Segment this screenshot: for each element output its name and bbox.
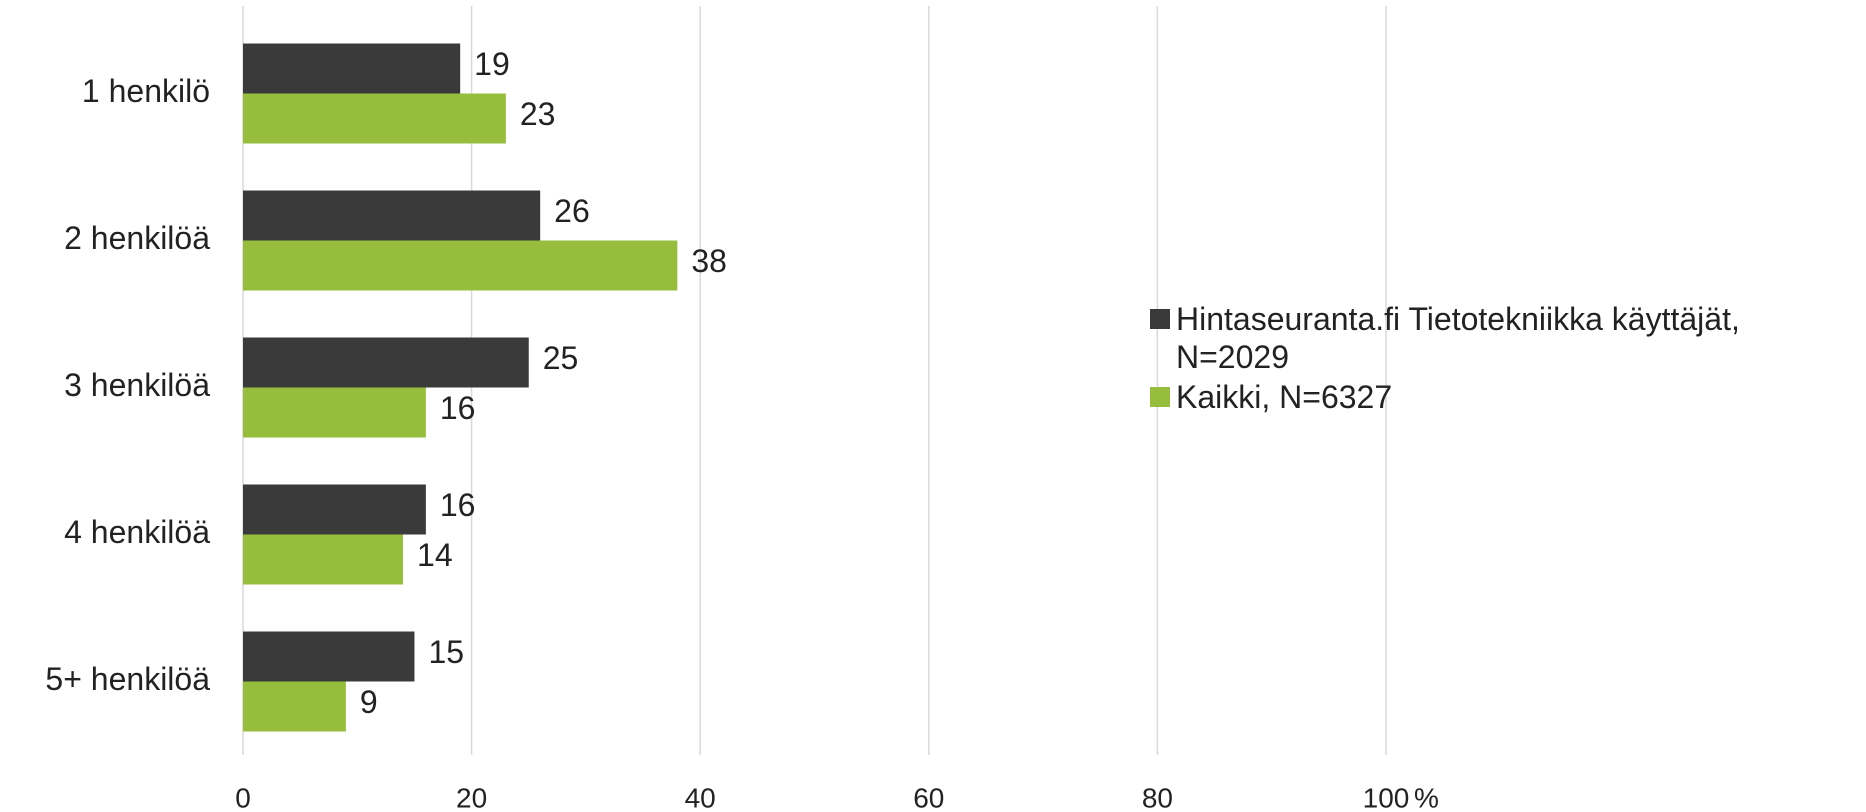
data-label: 19 xyxy=(474,46,510,82)
x-tick-label: 40 xyxy=(685,782,716,812)
legend-swatch xyxy=(1150,309,1170,329)
x-tick-label: 100 xyxy=(1363,782,1410,812)
bar xyxy=(243,190,541,241)
x-tick-label: 0 xyxy=(235,782,251,812)
data-label: 15 xyxy=(428,634,464,670)
data-label: 16 xyxy=(440,487,476,523)
data-label: 38 xyxy=(691,243,727,279)
bar xyxy=(243,93,506,144)
bar xyxy=(243,337,529,388)
data-label: 9 xyxy=(360,684,378,720)
legend-item: Hintaseuranta.fi Tietotekniikka käyttäjä… xyxy=(1150,300,1850,376)
data-label: 23 xyxy=(520,96,556,132)
legend-label: Kaikki, N=6327 xyxy=(1176,379,1393,415)
bar xyxy=(243,43,461,94)
legend-label: Hintaseuranta.fi Tietotekniikka käyttäjä… xyxy=(1176,301,1740,375)
data-label: 26 xyxy=(554,193,590,229)
data-label: 14 xyxy=(417,537,453,573)
y-tick-label: 2 henkilöä xyxy=(64,220,210,256)
bar xyxy=(243,387,426,438)
data-label: 16 xyxy=(440,390,476,426)
bar xyxy=(243,534,404,585)
y-tick-label: 5+ henkilöä xyxy=(45,661,210,697)
x-tick-label: 20 xyxy=(456,782,487,812)
x-tick-label: 60 xyxy=(913,782,944,812)
y-tick-label: 4 henkilöä xyxy=(64,514,210,550)
legend-swatch xyxy=(1150,387,1170,407)
x-axis-label: % xyxy=(1414,782,1439,812)
y-tick-label: 3 henkilöä xyxy=(64,367,210,403)
data-label: 25 xyxy=(543,340,579,376)
bar xyxy=(243,484,426,535)
bar xyxy=(243,631,415,682)
bar xyxy=(243,681,346,732)
legend-item: Kaikki, N=6327 xyxy=(1150,378,1850,416)
legend: Hintaseuranta.fi Tietotekniikka käyttäjä… xyxy=(1150,300,1850,418)
x-tick-label: 80 xyxy=(1142,782,1173,812)
bar xyxy=(243,240,678,291)
y-tick-label: 1 henkilö xyxy=(82,73,210,109)
